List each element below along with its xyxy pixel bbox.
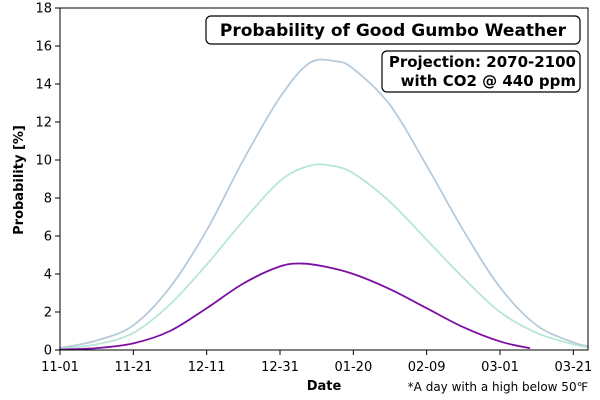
- projection-line-1: Projection: 2070-2100: [389, 53, 576, 71]
- projection-frame: [381, 50, 581, 93]
- plot-frame: [59, 7, 589, 351]
- series-layer: [59, 58, 589, 351]
- projection-line-2: with CO2 @ 440 ppm: [401, 72, 576, 90]
- y-tick-label: 14: [35, 78, 52, 93]
- y-tick-label: 8: [44, 192, 52, 207]
- chart-title: Probability of Good Gumbo Weather: [220, 21, 567, 41]
- footnote: *A day with a high below 50℉: [408, 380, 588, 394]
- y-tick-label: 16: [35, 40, 52, 55]
- x-tick-label: 01-20: [334, 360, 372, 375]
- x-tick-label: 11-01: [41, 360, 79, 375]
- y-tick-label: 4: [44, 268, 52, 283]
- title-frame: [205, 15, 581, 45]
- title-box: Probability of Good Gumbo Weather: [205, 15, 581, 45]
- y-axis-title: Probability [%]: [12, 125, 27, 235]
- y-tick-label: 18: [35, 2, 52, 17]
- x-tick-label: 12-31: [261, 360, 299, 375]
- series-line-2: [59, 163, 589, 350]
- projection-box: Projection: 2070-2100 with CO2 @ 440 ppm: [381, 50, 581, 93]
- series-line-1: [59, 58, 589, 349]
- x-tick-label: 12-11: [188, 360, 226, 375]
- y-tick-label: 12: [35, 116, 52, 131]
- x-tick-label: 03-21: [554, 360, 592, 375]
- series-line-3: [59, 262, 531, 351]
- x-tick-label: 03-01: [481, 360, 519, 375]
- y-tick-label: 6: [44, 230, 52, 245]
- axes-layer: 0 2 4 6 8 10 12 14 16 18 11-01 11-21 12-11 12-31 01-20…: [35, 2, 592, 376]
- x-axis-title: Date: [307, 379, 342, 394]
- y-tick-label: 0: [44, 344, 52, 359]
- y-tick-label: 10: [35, 154, 52, 169]
- x-tick-label: 11-21: [114, 360, 152, 375]
- x-tick-label: 02-09: [408, 360, 446, 375]
- y-tick-label: 2: [44, 306, 52, 321]
